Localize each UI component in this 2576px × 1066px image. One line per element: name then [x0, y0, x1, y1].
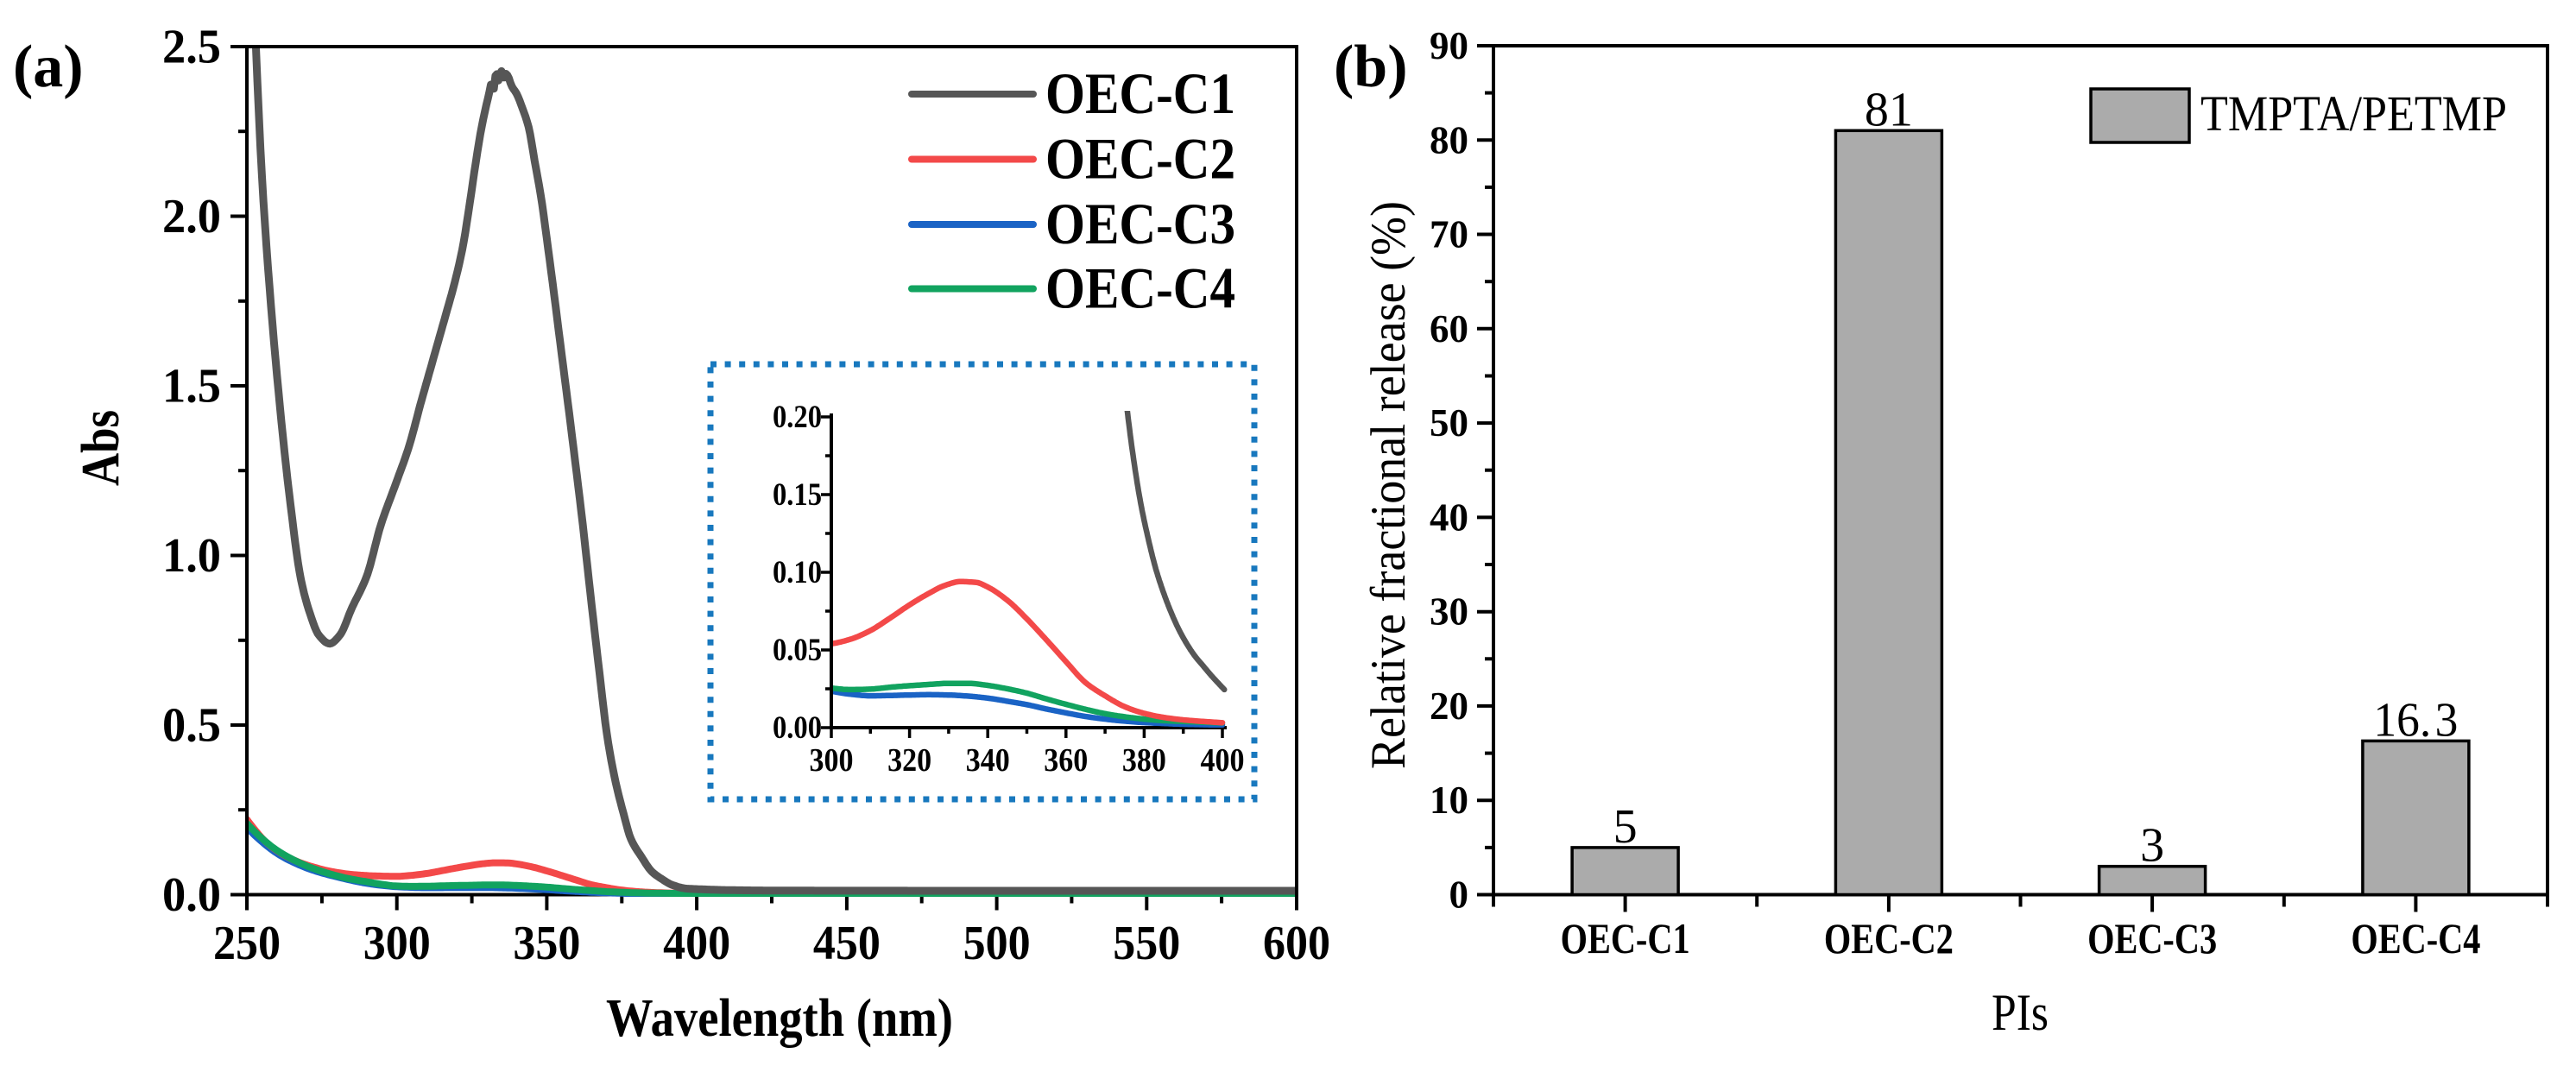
svg-text:Relative fractional release (%: Relative fractional release (%): [1361, 201, 1416, 769]
svg-text:OEC-C4: OEC-C4: [2351, 914, 2480, 962]
svg-text:80: 80: [1430, 118, 1468, 161]
svg-text:380: 380: [1122, 742, 1166, 779]
svg-text:30: 30: [1430, 590, 1468, 634]
svg-text:(b): (b): [1334, 34, 1408, 100]
svg-text:16. 3: 16. 3: [2373, 693, 2458, 747]
svg-text:OEC-C4: OEC-C4: [1045, 255, 1235, 321]
svg-text:0.20: 0.20: [773, 400, 822, 435]
svg-text:OEC-C3: OEC-C3: [2087, 914, 2217, 962]
svg-text:10: 10: [1430, 779, 1468, 822]
svg-text:550: 550: [1113, 917, 1180, 970]
svg-text:20: 20: [1430, 684, 1468, 728]
svg-text:60: 60: [1430, 307, 1468, 350]
svg-text:(a): (a): [13, 34, 84, 100]
svg-text:400: 400: [1201, 742, 1245, 779]
svg-text:1.0: 1.0: [162, 529, 221, 583]
svg-text:0.5: 0.5: [162, 699, 221, 753]
svg-text:OEC-C3: OEC-C3: [1045, 191, 1235, 256]
svg-text:50: 50: [1430, 401, 1468, 445]
svg-text:Wavelength (nm): Wavelength (nm): [606, 989, 953, 1048]
svg-text:360: 360: [1044, 742, 1088, 779]
svg-text:1.5: 1.5: [162, 360, 221, 413]
svg-text:2.0: 2.0: [162, 190, 221, 243]
svg-text:0.05: 0.05: [773, 633, 822, 668]
svg-text:450: 450: [813, 917, 881, 970]
svg-text:600: 600: [1263, 917, 1330, 970]
svg-text:Abs: Abs: [72, 410, 130, 486]
svg-text:70: 70: [1430, 213, 1468, 256]
svg-text:OEC-C1: OEC-C1: [1045, 60, 1235, 126]
svg-text:OEC-C2: OEC-C2: [1045, 126, 1235, 192]
svg-text:40: 40: [1430, 495, 1468, 539]
svg-text:0.00: 0.00: [773, 710, 822, 746]
svg-text:OEC-C2: OEC-C2: [1824, 914, 1954, 962]
svg-text:250: 250: [213, 917, 281, 970]
svg-text:2.5: 2.5: [162, 21, 221, 74]
svg-text:350: 350: [513, 917, 580, 970]
svg-text:300: 300: [363, 917, 431, 970]
svg-text:0.0: 0.0: [162, 868, 221, 922]
svg-text:90: 90: [1430, 24, 1468, 67]
svg-text:0.10: 0.10: [773, 555, 822, 590]
svg-text:5: 5: [1613, 800, 1638, 854]
svg-text:OEC-C1: OEC-C1: [1561, 914, 1690, 962]
svg-text:TMPTA/PETMP: TMPTA/PETMP: [2200, 85, 2507, 142]
svg-text:340: 340: [966, 742, 1010, 779]
svg-text:320: 320: [887, 742, 931, 779]
svg-text:400: 400: [663, 917, 730, 970]
svg-text:3: 3: [2140, 819, 2164, 873]
svg-text:81: 81: [1865, 83, 1913, 136]
svg-text:300: 300: [810, 742, 854, 779]
svg-text:0: 0: [1449, 874, 1469, 917]
svg-text:0.15: 0.15: [773, 477, 822, 513]
svg-text:500: 500: [963, 917, 1031, 970]
svg-text:PIs: PIs: [1992, 984, 2049, 1041]
